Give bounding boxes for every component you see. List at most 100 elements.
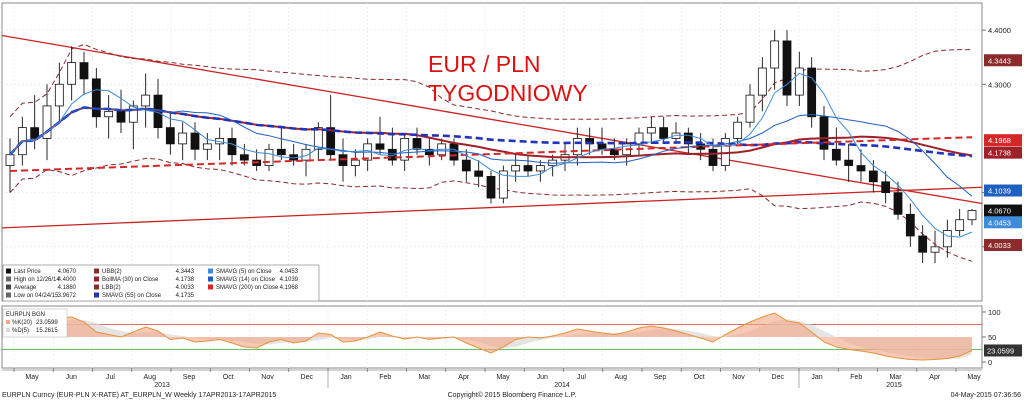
candle-body: [535, 165, 545, 172]
candle: [301, 143, 311, 177]
legend-label: SMAVG (55) on Close: [102, 293, 162, 299]
candle: [498, 165, 508, 204]
candle-body: [412, 138, 422, 150]
candle: [264, 143, 274, 171]
candle: [893, 181, 903, 220]
legend-value: 4.3443: [176, 269, 195, 275]
osc-tick-label: 50: [988, 333, 996, 342]
candle: [42, 84, 52, 161]
legend-label: BollMA (30) on Close: [102, 277, 159, 283]
candle-body: [116, 110, 126, 123]
price-tick-label: 4.4000: [988, 26, 1011, 35]
legend-swatch: [6, 284, 11, 290]
legend-value: 4.0670: [58, 269, 77, 275]
legend-swatch: [208, 276, 213, 282]
value-tag-label: 4.0033: [988, 241, 1011, 250]
month-label: Nov: [732, 374, 745, 381]
candle-body: [165, 127, 175, 145]
osc-d-swatch: [6, 328, 10, 332]
legend-value: 4.0033: [176, 285, 195, 291]
month-label: Apr: [929, 374, 941, 381]
right-value-tags: 4.3443 4.1968 4.1738 4.1039 4.0670 4.0453 4.00…: [984, 54, 1022, 252]
candle: [733, 116, 743, 144]
candle-body: [67, 62, 77, 85]
candle-body: [375, 143, 385, 150]
legend-frame: [2, 264, 320, 302]
legend-label: Average: [14, 285, 37, 291]
candle-body: [301, 148, 311, 161]
candle: [474, 160, 484, 188]
month-label: Sep: [183, 374, 196, 381]
footer-right: 04-May-2015 07:36:56: [951, 392, 1022, 399]
candle-body: [942, 230, 952, 248]
value-tag-label: 4.1738: [988, 149, 1011, 158]
legend-box: Last Price 4.0670 High on 12/26/144.4000 Av…: [2, 264, 320, 302]
footer-left: EURPLN Curncy (EUR-PLN X-RATE) AT_EURPLN…: [2, 392, 276, 399]
candle-body: [856, 165, 866, 172]
candle-body: [276, 148, 286, 156]
candle-body: [474, 170, 484, 177]
month-label: Nov: [261, 374, 274, 381]
candle: [930, 230, 940, 264]
candle: [770, 30, 780, 90]
candle-body: [659, 127, 669, 139]
value-tag-bg: [984, 239, 1022, 252]
candle: [671, 122, 681, 144]
candle: [141, 73, 151, 128]
month-label: Oct: [223, 374, 234, 381]
candle-body: [819, 116, 829, 150]
month-label: Jul: [106, 374, 115, 381]
candle-body: [326, 127, 336, 156]
overlay-title-line2: TYGODNIOWY: [428, 80, 588, 106]
candle-body: [745, 94, 755, 123]
osc-tick-label: 0: [988, 358, 992, 367]
year-label: 2014: [554, 382, 570, 389]
osc-value-tag: 23.0599: [987, 346, 1014, 355]
candle: [424, 138, 434, 166]
candle-body: [178, 132, 188, 145]
value-tag-bg: [984, 54, 1022, 67]
candle-body: [227, 138, 237, 156]
osc-k-swatch: [6, 320, 10, 324]
legend-label: SMAVG (14) on Close: [216, 277, 276, 283]
candle: [807, 57, 817, 128]
candle-body: [523, 165, 533, 172]
value-tag-bg: [984, 204, 1022, 217]
legend-swatch: [6, 276, 11, 282]
candle-body: [511, 165, 521, 172]
candle-body: [79, 62, 89, 80]
candle-body: [770, 40, 780, 69]
candle-body: [141, 94, 151, 107]
legend-label: LBB(2): [102, 285, 121, 291]
month-label: Jun: [66, 374, 77, 381]
candle: [128, 100, 138, 150]
candle-body: [733, 121, 743, 139]
candle-body: [498, 170, 508, 199]
candle-body: [844, 159, 854, 166]
candle: [967, 208, 977, 226]
month-label: Jul: [577, 374, 586, 381]
candle-body: [807, 67, 817, 118]
month-label: Jan: [811, 374, 822, 381]
trendlines: [1, 34, 983, 229]
legend-value: 3.9672: [58, 293, 77, 299]
candle-body: [967, 210, 977, 221]
x-axis: May Jun Jul Aug Sep Oct Nov Dec Jan Feb Mar Apr May J…: [2, 368, 982, 389]
month-label: Sep: [654, 374, 667, 381]
support-trendline: [1, 186, 983, 229]
candle-body: [683, 132, 693, 145]
value-tag-label: 4.0453: [988, 218, 1011, 227]
candle: [227, 127, 237, 166]
candle: [881, 170, 891, 204]
candle: [856, 149, 866, 182]
legend-swatch: [208, 268, 213, 274]
candles: [5, 30, 977, 264]
legend-swatch: [94, 268, 99, 274]
candle: [794, 51, 804, 106]
candle: [54, 62, 64, 123]
legend-value: 4.1880: [58, 285, 77, 291]
osc-k-line: [9, 312, 973, 361]
legend-value: 4.0453: [280, 269, 299, 275]
candle-body: [350, 159, 360, 166]
value-tag-bg: [984, 216, 1022, 229]
